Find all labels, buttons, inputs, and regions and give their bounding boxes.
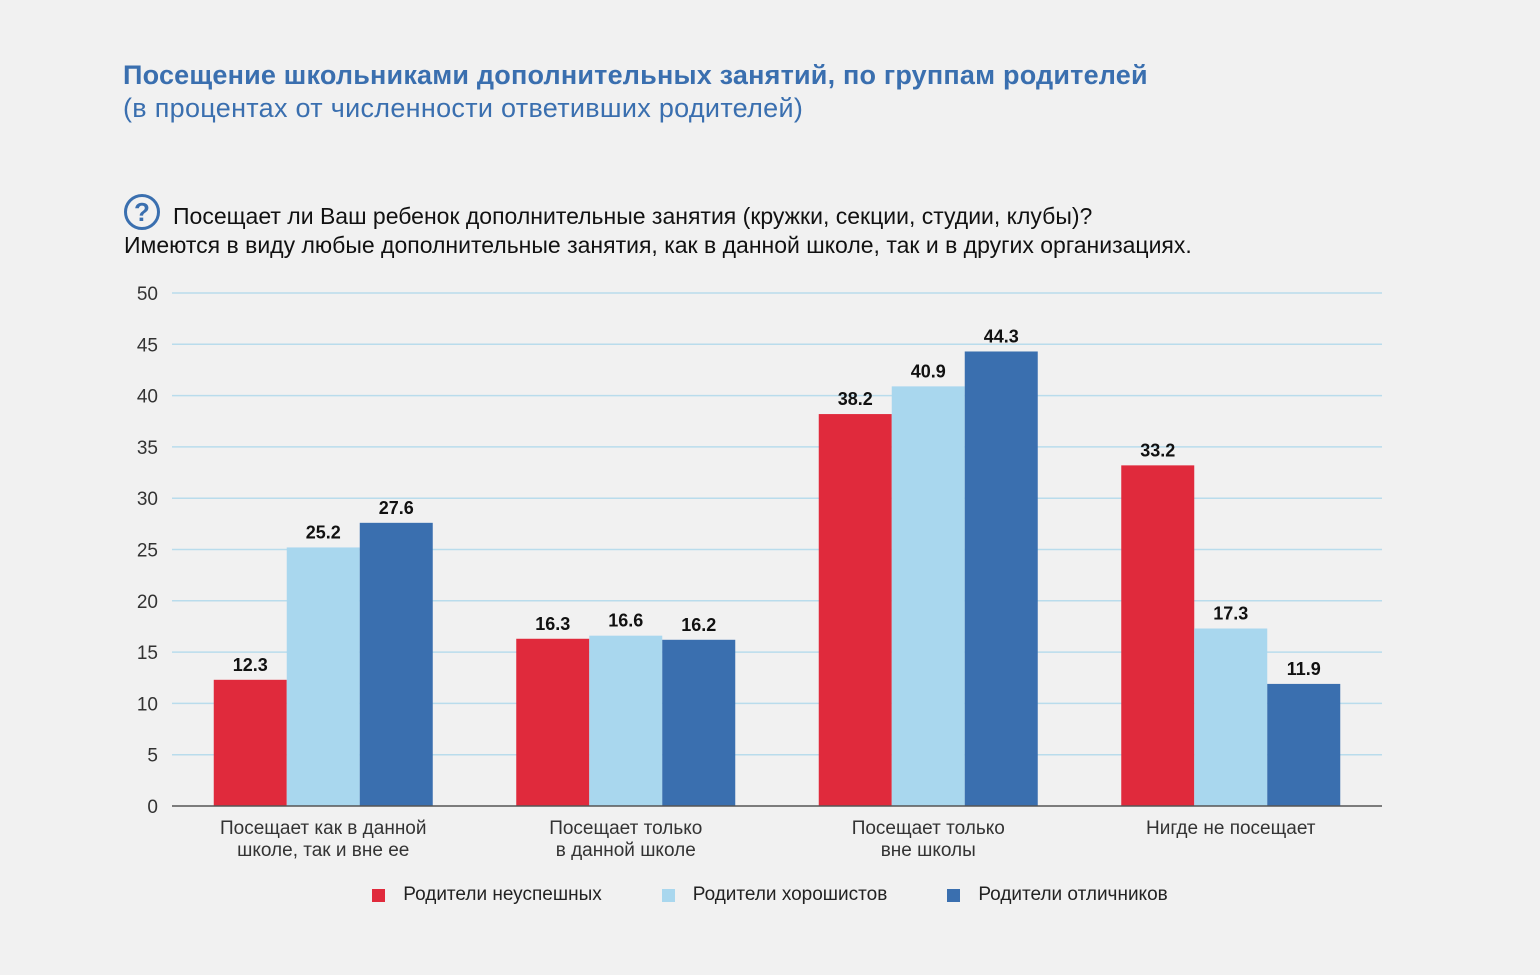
legend-label-excellent: Родители отличников bbox=[978, 884, 1168, 905]
data-label-s2-c3: 11.9 bbox=[1287, 659, 1321, 679]
data-label-s1-c3: 17.3 bbox=[1213, 604, 1248, 624]
legend-swatch-excellent bbox=[947, 888, 961, 902]
x-tick-label-c0-line1: школе, так и вне ее bbox=[237, 840, 409, 861]
chart-title: Посещение школьниками дополнительных зан… bbox=[123, 60, 1148, 90]
y-tick-label-5: 5 bbox=[147, 746, 158, 767]
data-label-s0-c3: 33.2 bbox=[1140, 440, 1175, 460]
data-label-s0-c2: 38.2 bbox=[838, 389, 873, 409]
legend-item-excellent: Родители отличников bbox=[947, 884, 1168, 906]
chart-subtitle: (в процентах от численности ответивших р… bbox=[123, 93, 804, 123]
y-tick-label-0: 0 bbox=[147, 797, 158, 818]
y-tick-label-25: 25 bbox=[137, 541, 158, 562]
bar-s0-c3 bbox=[1121, 465, 1195, 806]
bar-s2-c3 bbox=[1267, 683, 1341, 806]
data-label-s2-c2: 44.3 bbox=[984, 326, 1019, 346]
x-tick-label-c0-line0: Посещает как в данной bbox=[220, 818, 427, 839]
question-icon: ? bbox=[124, 194, 160, 230]
x-tick-label-c1-line0: Посещает только bbox=[549, 818, 702, 839]
bar-s1-c3 bbox=[1194, 628, 1268, 806]
x-tick-label-c3-line0: Нигде не посещает bbox=[1146, 818, 1316, 839]
chart-legend: Родители неуспешных Родители хорошистов … bbox=[0, 884, 1540, 906]
bar-s0-c0 bbox=[213, 679, 287, 806]
x-tick-label-c2-line1: вне школы bbox=[881, 840, 976, 861]
legend-item-unsuccessful: Родители неуспешных bbox=[372, 884, 602, 906]
y-tick-label-45: 45 bbox=[137, 335, 158, 356]
data-label-s0-c1: 16.3 bbox=[535, 614, 570, 634]
data-label-s0-c0: 12.3 bbox=[233, 655, 268, 675]
y-tick-label-20: 20 bbox=[137, 592, 158, 613]
y-tick-label-35: 35 bbox=[137, 438, 158, 459]
data-label-s1-c1: 16.6 bbox=[608, 611, 643, 631]
y-tick-label-50: 50 bbox=[137, 284, 158, 305]
data-label-s1-c0: 25.2 bbox=[306, 522, 341, 542]
bar-s0-c1 bbox=[516, 638, 590, 806]
legend-label-unsuccessful: Родители неуспешных bbox=[403, 884, 602, 905]
y-tick-label-15: 15 bbox=[137, 643, 158, 664]
data-label-s1-c2: 40.9 bbox=[911, 361, 946, 381]
legend-swatch-good bbox=[661, 888, 675, 902]
survey-question: Посещает ли Ваш ребенок дополнительные з… bbox=[173, 203, 1093, 229]
legend-swatch-unsuccessful bbox=[372, 888, 386, 902]
y-tick-label-30: 30 bbox=[137, 489, 158, 510]
bar-s0-c2 bbox=[818, 414, 892, 806]
bar-s2-c2 bbox=[964, 351, 1038, 806]
data-label-s2-c1: 16.2 bbox=[681, 615, 716, 635]
bar-s2-c0 bbox=[359, 522, 433, 806]
x-tick-label-c2-line0: Посещает только bbox=[852, 818, 1005, 839]
bar-s1-c2 bbox=[891, 386, 965, 806]
bar-s2-c1 bbox=[662, 639, 736, 806]
survey-question-note: Имеются в виду любые дополнительные заня… bbox=[124, 232, 1192, 258]
y-tick-label-10: 10 bbox=[137, 694, 158, 715]
y-tick-label-40: 40 bbox=[137, 387, 158, 408]
x-tick-label-c1-line1: в данной школе bbox=[556, 840, 696, 861]
legend-label-good: Родители хорошистов bbox=[692, 884, 888, 905]
bar-s1-c1 bbox=[589, 635, 663, 806]
bar-s1-c0 bbox=[286, 547, 360, 806]
legend-item-good: Родители хорошистов bbox=[661, 884, 888, 906]
data-label-s2-c0: 27.6 bbox=[379, 498, 414, 518]
